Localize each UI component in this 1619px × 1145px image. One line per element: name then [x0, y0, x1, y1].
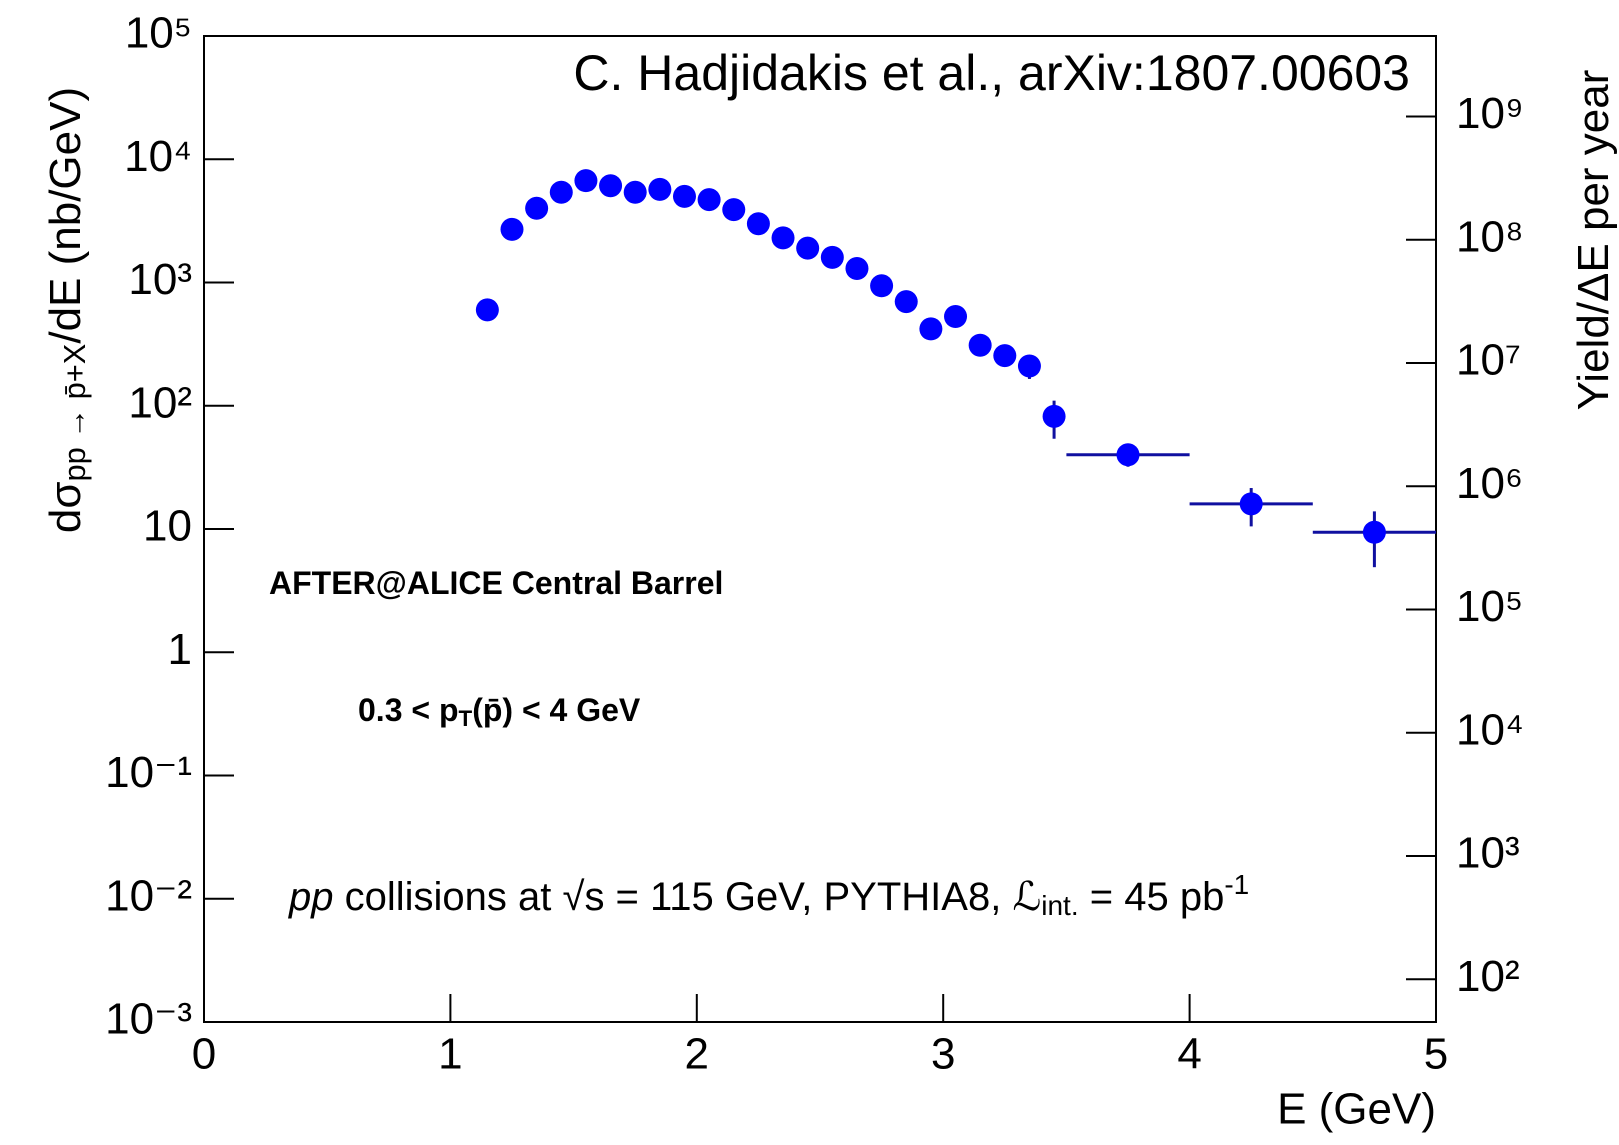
marker — [672, 184, 696, 208]
text-part: dσ — [41, 481, 90, 533]
text-part: T — [459, 706, 473, 731]
text-part: pp → p̄+X — [57, 344, 92, 482]
marker — [1116, 443, 1140, 467]
marker — [599, 174, 623, 198]
y-tick-label: 1 — [168, 625, 192, 674]
text-part: = 45 pb — [1079, 875, 1225, 919]
x-tick-label: 0 — [192, 1030, 216, 1079]
y-tick-label: 10⁵ — [125, 9, 192, 58]
y-tick-label: 10⁻³ — [105, 995, 192, 1044]
marker — [771, 226, 795, 250]
x-tick-label: 5 — [1424, 1030, 1448, 1079]
y2-tick-label: 10⁶ — [1456, 459, 1523, 508]
marker — [1362, 520, 1386, 544]
marker — [525, 196, 549, 220]
marker — [574, 169, 598, 193]
marker — [1042, 404, 1066, 428]
text-part: /dE (nb/GeV) — [41, 87, 90, 344]
marker — [919, 317, 943, 341]
text-part: Yield/ΔE per year — [1569, 70, 1618, 411]
y2-tick-label: 10⁸ — [1456, 212, 1524, 261]
text-part: AFTER@ALICE Central Barrel — [269, 565, 723, 601]
marker — [746, 212, 770, 236]
text-part: (p̄) < 4 GeV — [472, 692, 641, 728]
marker — [968, 333, 992, 357]
y2-tick-label: 10⁹ — [1456, 89, 1524, 138]
y-tick-label: 10⁴ — [124, 132, 192, 181]
text-part: int. — [1041, 890, 1078, 921]
marker — [894, 290, 918, 314]
marker — [1239, 492, 1263, 516]
marker — [697, 188, 721, 212]
text-part: √s = 115 GeV, PYTHIA8, — [562, 875, 1012, 919]
y2-tick-label: 10⁴ — [1456, 705, 1524, 754]
y2-tick-label: 10² — [1456, 952, 1520, 1001]
marker — [820, 245, 844, 269]
y-tick-label: 10² — [128, 378, 192, 427]
marker — [500, 217, 524, 241]
x-tick-label: 1 — [438, 1030, 462, 1079]
y-tick-label: 10³ — [128, 255, 192, 304]
x-axis-label: E (GeV) — [1277, 1085, 1436, 1134]
rich-text: 0.3 < pT(p̄) < 4 GeV — [358, 692, 641, 730]
marker — [944, 304, 968, 328]
marker — [796, 236, 820, 260]
x-tick-label: 2 — [685, 1030, 709, 1079]
marker — [845, 256, 869, 280]
y2-tick-label: 10³ — [1456, 829, 1520, 878]
rich-text: dσpp → p̄+X/dE (nb/GeV) — [41, 87, 93, 533]
y2-tick-label: 10⁷ — [1456, 336, 1521, 385]
marker — [475, 298, 499, 322]
x-tick-label: 4 — [1177, 1030, 1201, 1079]
marker — [993, 344, 1017, 368]
text-part: -1 — [1224, 869, 1249, 900]
y-tick-label: 10⁻¹ — [105, 748, 192, 797]
marker — [549, 180, 573, 204]
y-tick-label: 10 — [143, 502, 192, 551]
rich-text: pp collisions at √s = 115 GeV, PYTHIA8, … — [288, 869, 1249, 921]
chart-title: C. Hadjidakis et al., arXiv:1807.00603 — [573, 45, 1410, 101]
marker — [1017, 354, 1041, 378]
x-tick-label: 3 — [931, 1030, 955, 1079]
y2-tick-label: 10⁵ — [1456, 582, 1523, 631]
marker — [648, 177, 672, 201]
text-part: pp — [288, 875, 334, 919]
text-part: ℒ — [1012, 875, 1041, 919]
text-part: collisions at — [334, 875, 563, 919]
text-part: 0.3 < p — [358, 692, 459, 728]
y-tick-label: 10⁻² — [105, 871, 192, 920]
rich-text: AFTER@ALICE Central Barrel — [269, 565, 723, 601]
marker — [623, 180, 647, 204]
rich-text: Yield/ΔE per year — [1569, 70, 1618, 411]
marker — [722, 198, 746, 222]
marker — [870, 274, 894, 298]
